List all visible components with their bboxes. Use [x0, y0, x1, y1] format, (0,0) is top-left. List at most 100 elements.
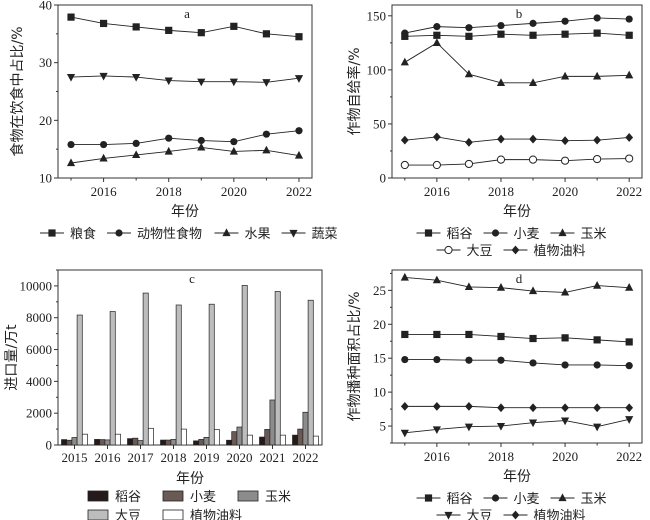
- plot-frame: [391, 269, 643, 444]
- data-point: [593, 14, 601, 22]
- legend-swatch: [87, 490, 109, 502]
- data-point: [164, 77, 173, 86]
- data-point: [496, 422, 506, 431]
- bar: [147, 427, 154, 446]
- data-point: [496, 283, 506, 291]
- data-point: [464, 423, 474, 432]
- y-tick-label: 20: [39, 113, 52, 128]
- legend-item: 蔬菜: [281, 227, 338, 242]
- data-point: [561, 403, 569, 413]
- series-4: [400, 401, 634, 413]
- data-point: [593, 361, 601, 369]
- data-point: [132, 23, 140, 31]
- data-point: [528, 78, 538, 86]
- legend-marker: [424, 229, 433, 237]
- legend-label: 小麦: [514, 227, 540, 242]
- bar: [208, 303, 215, 446]
- data-point: [625, 416, 634, 424]
- x-tick-label: 2016: [95, 450, 122, 465]
- legend-label: 大豆: [115, 509, 141, 520]
- x-tick-label: 2020: [552, 184, 578, 199]
- data-point: [432, 160, 441, 170]
- data-point: [464, 69, 474, 78]
- data-point: [132, 139, 140, 147]
- bar: [213, 429, 220, 446]
- legend-label: 蔬菜: [312, 227, 338, 242]
- bar: [312, 435, 319, 446]
- x-tick-label: 2018: [488, 184, 514, 199]
- bar: [132, 437, 139, 446]
- y-tick-label: 10: [39, 171, 52, 186]
- x-tick-label: 2015: [62, 450, 88, 465]
- y-tick-label: 0: [380, 171, 387, 186]
- legend-item: 大豆: [436, 509, 493, 520]
- legend-marker: [491, 229, 500, 237]
- x-tick-label: 2022: [293, 450, 319, 465]
- legend-item: 大豆: [87, 509, 141, 520]
- chart-d: 5 10 15 20 25 d 作物播种面积占比/% 年份 2016 2018 2020 2022 稻谷…: [347, 269, 643, 520]
- bar: [203, 437, 210, 446]
- data-point: [625, 154, 634, 163]
- data-point: [497, 134, 505, 144]
- legend-label: 植物油料: [190, 509, 242, 520]
- y-tick-label: 10000: [20, 278, 53, 293]
- y-axis-label: 食物在饮食中占比/%: [9, 26, 26, 156]
- data-point: [593, 154, 602, 164]
- data-point: [497, 403, 505, 413]
- x-tick-label: 2021: [260, 450, 286, 465]
- data-point: [433, 330, 441, 339]
- data-point: [496, 155, 506, 164]
- series-line: [404, 158, 630, 166]
- legend-marker: [558, 493, 567, 502]
- data-point: [497, 356, 505, 364]
- legend-item: 小麦: [162, 490, 216, 505]
- series-line: [404, 334, 630, 343]
- data-point: [295, 127, 303, 135]
- y-axis-label: 作物自给率/%: [346, 47, 363, 135]
- series-line: [71, 75, 300, 83]
- legend-item: 粮食: [40, 226, 96, 242]
- data-point: [433, 31, 441, 39]
- series-line: [71, 130, 300, 146]
- panel-label: c: [189, 271, 195, 286]
- legend-item: 动物性食物: [107, 226, 202, 242]
- legend-label: 动物性食物: [137, 226, 202, 242]
- data-point: [529, 359, 537, 367]
- data-point: [529, 403, 537, 413]
- bar: [127, 438, 134, 446]
- data-point: [593, 336, 601, 344]
- data-point: [432, 401, 441, 411]
- legend-marker: [424, 494, 433, 502]
- data-point: [560, 417, 570, 426]
- legend-marker: [511, 245, 520, 255]
- data-point: [400, 160, 409, 170]
- panel-label: a: [184, 6, 190, 21]
- bar: [226, 439, 233, 446]
- data-point: [593, 281, 602, 289]
- legend-item: 玉米: [550, 227, 607, 242]
- x-tick-label: 2018: [488, 449, 514, 464]
- series-3: [400, 154, 634, 170]
- data-point: [432, 38, 441, 46]
- data-point: [625, 403, 634, 413]
- data-point: [165, 26, 173, 34]
- data-point: [400, 401, 409, 411]
- data-point: [294, 150, 304, 159]
- bar: [198, 439, 205, 446]
- data-point: [400, 272, 409, 281]
- data-point: [262, 130, 271, 138]
- data-point: [197, 142, 206, 151]
- legend-item: 稻谷: [416, 492, 473, 507]
- legend-marker: [444, 245, 453, 255]
- series-4: [400, 132, 634, 147]
- x-tick-label: 2020: [552, 449, 578, 464]
- data-point: [625, 338, 633, 346]
- data-point: [561, 334, 569, 342]
- x-tick-label: 2016: [424, 184, 451, 199]
- series-line: [404, 418, 630, 434]
- series-0: [67, 13, 303, 41]
- data-point: [99, 153, 108, 162]
- data-point: [294, 75, 304, 83]
- legend-marker: [491, 494, 500, 502]
